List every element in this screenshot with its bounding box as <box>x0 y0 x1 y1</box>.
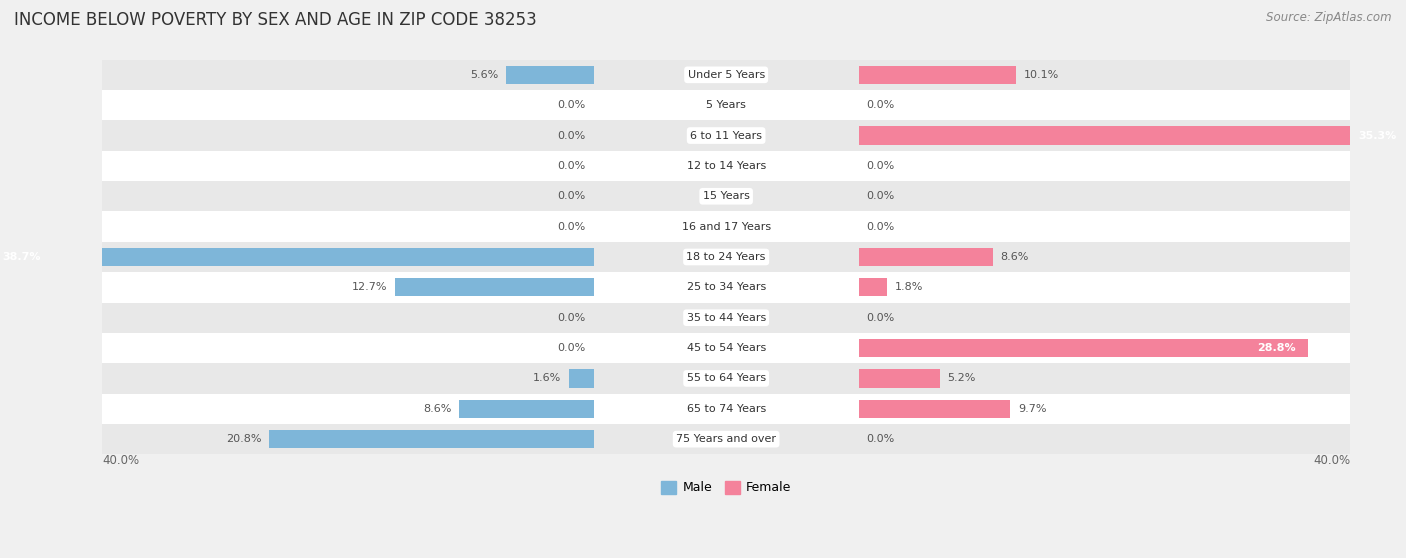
Text: 35.3%: 35.3% <box>1358 131 1398 141</box>
Bar <box>568 369 593 388</box>
Text: 5 Years: 5 Years <box>706 100 747 110</box>
Bar <box>859 66 1017 84</box>
Text: INCOME BELOW POVERTY BY SEX AND AGE IN ZIP CODE 38253: INCOME BELOW POVERTY BY SEX AND AGE IN Z… <box>14 11 537 29</box>
Bar <box>0 248 593 266</box>
Bar <box>103 60 1350 90</box>
Text: 1.6%: 1.6% <box>533 373 561 383</box>
Text: 0.0%: 0.0% <box>866 191 894 201</box>
Bar <box>859 400 1010 418</box>
Text: 65 to 74 Years: 65 to 74 Years <box>686 404 766 414</box>
Bar <box>103 363 1350 393</box>
Bar <box>103 181 1350 211</box>
Bar <box>103 242 1350 272</box>
Text: 0.0%: 0.0% <box>558 222 586 232</box>
Text: 16 and 17 Years: 16 and 17 Years <box>682 222 770 232</box>
Bar <box>103 121 1350 151</box>
Bar <box>103 272 1350 302</box>
Bar <box>395 278 593 296</box>
Text: 35 to 44 Years: 35 to 44 Years <box>686 312 766 323</box>
Text: 0.0%: 0.0% <box>558 191 586 201</box>
Text: 5.6%: 5.6% <box>470 70 498 80</box>
Text: 6 to 11 Years: 6 to 11 Years <box>690 131 762 141</box>
Text: 12.7%: 12.7% <box>352 282 388 292</box>
Text: 75 Years and over: 75 Years and over <box>676 434 776 444</box>
Text: 25 to 34 Years: 25 to 34 Years <box>686 282 766 292</box>
Text: 18 to 24 Years: 18 to 24 Years <box>686 252 766 262</box>
Text: 0.0%: 0.0% <box>866 222 894 232</box>
Text: 28.8%: 28.8% <box>1257 343 1295 353</box>
Text: 8.6%: 8.6% <box>1001 252 1029 262</box>
Bar <box>103 333 1350 363</box>
Text: 10.1%: 10.1% <box>1024 70 1059 80</box>
Text: 0.0%: 0.0% <box>866 312 894 323</box>
Text: 0.0%: 0.0% <box>558 312 586 323</box>
Text: 9.7%: 9.7% <box>1018 404 1046 414</box>
Bar <box>103 393 1350 424</box>
Legend: Male, Female: Male, Female <box>657 476 796 499</box>
Text: 0.0%: 0.0% <box>866 434 894 444</box>
Text: 40.0%: 40.0% <box>103 454 139 468</box>
Text: 1.8%: 1.8% <box>894 282 922 292</box>
Text: 38.7%: 38.7% <box>3 252 41 262</box>
Bar <box>859 339 1308 357</box>
Bar <box>460 400 593 418</box>
Text: 0.0%: 0.0% <box>558 343 586 353</box>
Bar <box>103 302 1350 333</box>
Text: 55 to 64 Years: 55 to 64 Years <box>686 373 766 383</box>
Bar <box>506 66 593 84</box>
Bar <box>103 151 1350 181</box>
Text: Source: ZipAtlas.com: Source: ZipAtlas.com <box>1267 11 1392 24</box>
Text: 0.0%: 0.0% <box>866 100 894 110</box>
Text: 45 to 54 Years: 45 to 54 Years <box>686 343 766 353</box>
Bar <box>103 424 1350 454</box>
Text: 0.0%: 0.0% <box>558 100 586 110</box>
Bar <box>859 127 1406 145</box>
Bar <box>269 430 593 448</box>
Text: Under 5 Years: Under 5 Years <box>688 70 765 80</box>
Text: 12 to 14 Years: 12 to 14 Years <box>686 161 766 171</box>
Bar <box>859 369 939 388</box>
Text: 15 Years: 15 Years <box>703 191 749 201</box>
Text: 0.0%: 0.0% <box>866 161 894 171</box>
Text: 0.0%: 0.0% <box>558 161 586 171</box>
Text: 20.8%: 20.8% <box>226 434 262 444</box>
Text: 5.2%: 5.2% <box>948 373 976 383</box>
Bar <box>103 211 1350 242</box>
Bar <box>859 248 993 266</box>
Bar <box>103 90 1350 121</box>
Text: 0.0%: 0.0% <box>558 131 586 141</box>
Text: 8.6%: 8.6% <box>423 404 451 414</box>
Bar <box>859 278 887 296</box>
Text: 40.0%: 40.0% <box>1313 454 1350 468</box>
